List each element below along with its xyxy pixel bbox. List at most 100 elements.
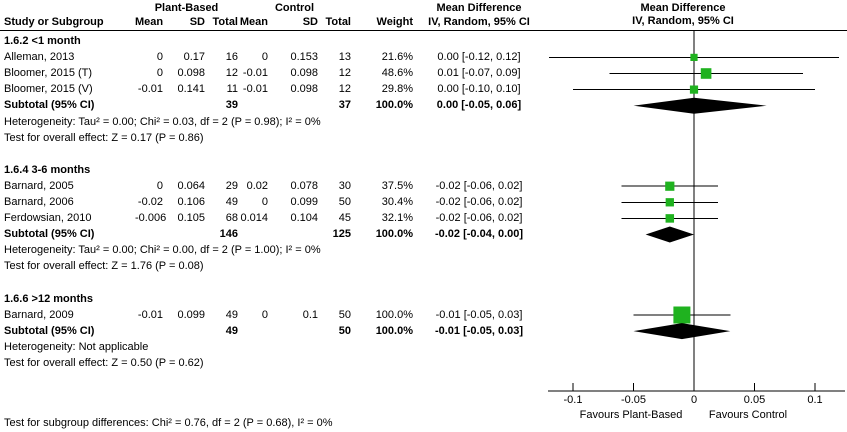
x-axis-tick-label: -0.1 <box>563 394 583 406</box>
ctl-total-cell: 30 <box>338 179 351 192</box>
x-axis-tick-label: 0.05 <box>743 394 766 406</box>
ctl-sd-cell: 0.078 <box>290 179 318 192</box>
ctl-mean-cell: 0 <box>261 51 268 64</box>
weight-cell: 48.6% <box>381 67 413 80</box>
pb-sd-cell: 0.106 <box>177 196 205 208</box>
ci-text-cell: 0.00 [-0.12, 0.12] <box>437 51 521 64</box>
pb-total-cell: 11 <box>226 83 238 96</box>
subtotal-row: Subtotal (95% CI) 39 37 100.0% 0.00 [-0.05, … <box>0 97 545 113</box>
effect-square <box>665 214 675 223</box>
pb-mean-cell: -0.01 <box>137 83 163 96</box>
subtotal-ctl-total: 50 <box>338 324 351 337</box>
pb-total-cell: 29 <box>225 179 238 192</box>
subtotal-ci-text: -0.01 [-0.05, 0.03] <box>434 324 524 337</box>
effect-square <box>665 198 674 207</box>
col-header-pb-mean: Mean <box>135 16 164 28</box>
ci-text-cell: 0.00 [-0.10, 0.10] <box>437 83 521 96</box>
subtotal-weight: 100.0% <box>375 324 413 337</box>
ctl-total-cell: 12 <box>338 83 351 96</box>
ctl-mean-cell: -0.01 <box>242 83 268 96</box>
overall-effect-text: Test for overall effect: Z = 0.50 (P = 0… <box>4 357 204 369</box>
col-header-study: Study or Subgroup <box>4 16 104 28</box>
subtotal-row: Subtotal (95% CI) 49 50 100.0% -0.01 [-0.05,… <box>0 323 545 339</box>
ctl-sd-cell: 0.1 <box>302 308 318 321</box>
study-row: Barnard, 2006 -0.02 0.106 49 0 0.099 50 30.4% -0… <box>0 194 545 210</box>
study-name-cell: Barnard, 2005 <box>4 179 74 192</box>
pb-mean-cell: 0 <box>156 179 163 192</box>
subtotal-ci-text: -0.02 [-0.04, 0.00] <box>434 228 524 241</box>
subtotal-pb-total: 49 <box>225 324 238 337</box>
effect-square <box>689 85 699 94</box>
x-axis-tick-label: -0.05 <box>620 394 647 406</box>
ci-text-cell: -0.02 [-0.06, 0.02] <box>435 196 523 208</box>
x-axis-tick-label: 0 <box>690 394 698 406</box>
pb-sd-cell: 0.17 <box>183 51 205 64</box>
pb-sd-cell: 0.099 <box>177 308 205 321</box>
pb-sd-cell: 0.141 <box>177 83 205 96</box>
pb-mean-cell: 0 <box>156 67 163 80</box>
subtotal-weight: 100.0% <box>375 228 413 241</box>
ctl-total-cell: 50 <box>338 308 351 321</box>
subtotal-diamond <box>645 226 694 243</box>
ctl-sd-cell: 0.098 <box>290 83 318 96</box>
group-header-plant-based: Plant-Based <box>154 2 219 14</box>
col-header-ctl-sd: SD <box>302 16 318 28</box>
subtotal-ci-text: 0.00 [-0.05, 0.06] <box>436 99 522 112</box>
pb-mean-cell: -0.006 <box>135 212 167 225</box>
study-name-cell: Ferdowsian, 2010 <box>4 212 92 225</box>
subtotal-diamond <box>633 97 767 114</box>
study-row: Barnard, 2005 0 0.064 29 0.02 0.078 30 37.5% -0.… <box>0 178 545 194</box>
subtotal-pb-total: 146 <box>219 228 238 241</box>
weight-cell: 29.8% <box>381 83 413 96</box>
weight-cell: 37.5% <box>381 179 413 192</box>
ci-text-cell: 0.01 [-0.07, 0.09] <box>437 67 521 80</box>
ctl-mean-cell: 0.014 <box>240 212 268 225</box>
subtotal-ctl-total: 37 <box>338 99 351 112</box>
ctl-sd-cell: 0.099 <box>290 196 318 208</box>
study-row: Bloomer, 2015 (V) -0.01 0.141 11 -0.01 0.098 1… <box>0 81 545 97</box>
pb-total-cell: 49 <box>225 308 238 321</box>
subtotal-ctl-total: 125 <box>332 228 351 241</box>
subtotal-pb-total: 39 <box>225 99 238 112</box>
subgroup-title: 1.6.2 <1 month <box>4 35 81 47</box>
pb-mean-cell: -0.01 <box>137 308 163 321</box>
x-axis-tick-label: 0.1 <box>807 394 823 406</box>
ci-text-cell: -0.01 [-0.05, 0.03] <box>435 308 523 321</box>
effect-square <box>690 53 698 61</box>
pb-sd-cell: 0.105 <box>177 212 205 225</box>
ctl-mean-cell: 0 <box>261 196 268 208</box>
ci-text-cell: -0.02 [-0.06, 0.02] <box>435 212 523 225</box>
subgroup-title: 1.6.4 3-6 months <box>4 163 91 176</box>
mean-difference-header-left: Mean Difference <box>436 2 522 14</box>
pb-sd-cell: 0.064 <box>177 179 205 192</box>
effect-square <box>673 306 691 324</box>
col-header-ctl-total: Total <box>325 16 351 28</box>
pb-total-cell: 16 <box>225 51 238 64</box>
col-header-ci: IV, Random, 95% CI <box>428 16 530 28</box>
study-name-cell: Bloomer, 2015 (V) <box>4 83 93 96</box>
pb-sd-cell: 0.098 <box>177 67 205 80</box>
subtotal-label: Subtotal (95% CI) <box>4 99 95 112</box>
subtotal-label: Subtotal (95% CI) <box>4 324 95 337</box>
pb-mean-cell: 0 <box>156 51 163 64</box>
ctl-mean-cell: 0.02 <box>246 179 268 192</box>
ctl-total-cell: 13 <box>338 51 351 64</box>
col-header-pb-sd: SD <box>189 16 205 28</box>
subtotal-row: Subtotal (95% CI) 146 125 100.0% -0.02 [-0.0… <box>0 226 545 242</box>
weight-cell: 21.6% <box>381 51 413 64</box>
pb-total-cell: 49 <box>225 196 238 208</box>
study-name-cell: Barnard, 2006 <box>4 196 74 208</box>
group-header-control: Control <box>274 2 315 14</box>
column-header-row: Study or Subgroup Mean SD Total Mean SD … <box>0 15 545 29</box>
study-row: Alleman, 2013 0 0.17 16 0 0.153 13 21.6% 0.00 [-… <box>0 49 545 65</box>
ci-text-cell: -0.02 [-0.06, 0.02] <box>435 179 523 192</box>
ctl-mean-cell: -0.01 <box>242 67 268 80</box>
col-header-ctl-mean: Mean <box>239 16 268 28</box>
weight-cell: 30.4% <box>381 196 413 208</box>
effect-square <box>700 68 712 79</box>
header-divider <box>0 30 847 31</box>
subtotal-label: Subtotal (95% CI) <box>4 228 95 241</box>
effect-square <box>665 181 675 191</box>
